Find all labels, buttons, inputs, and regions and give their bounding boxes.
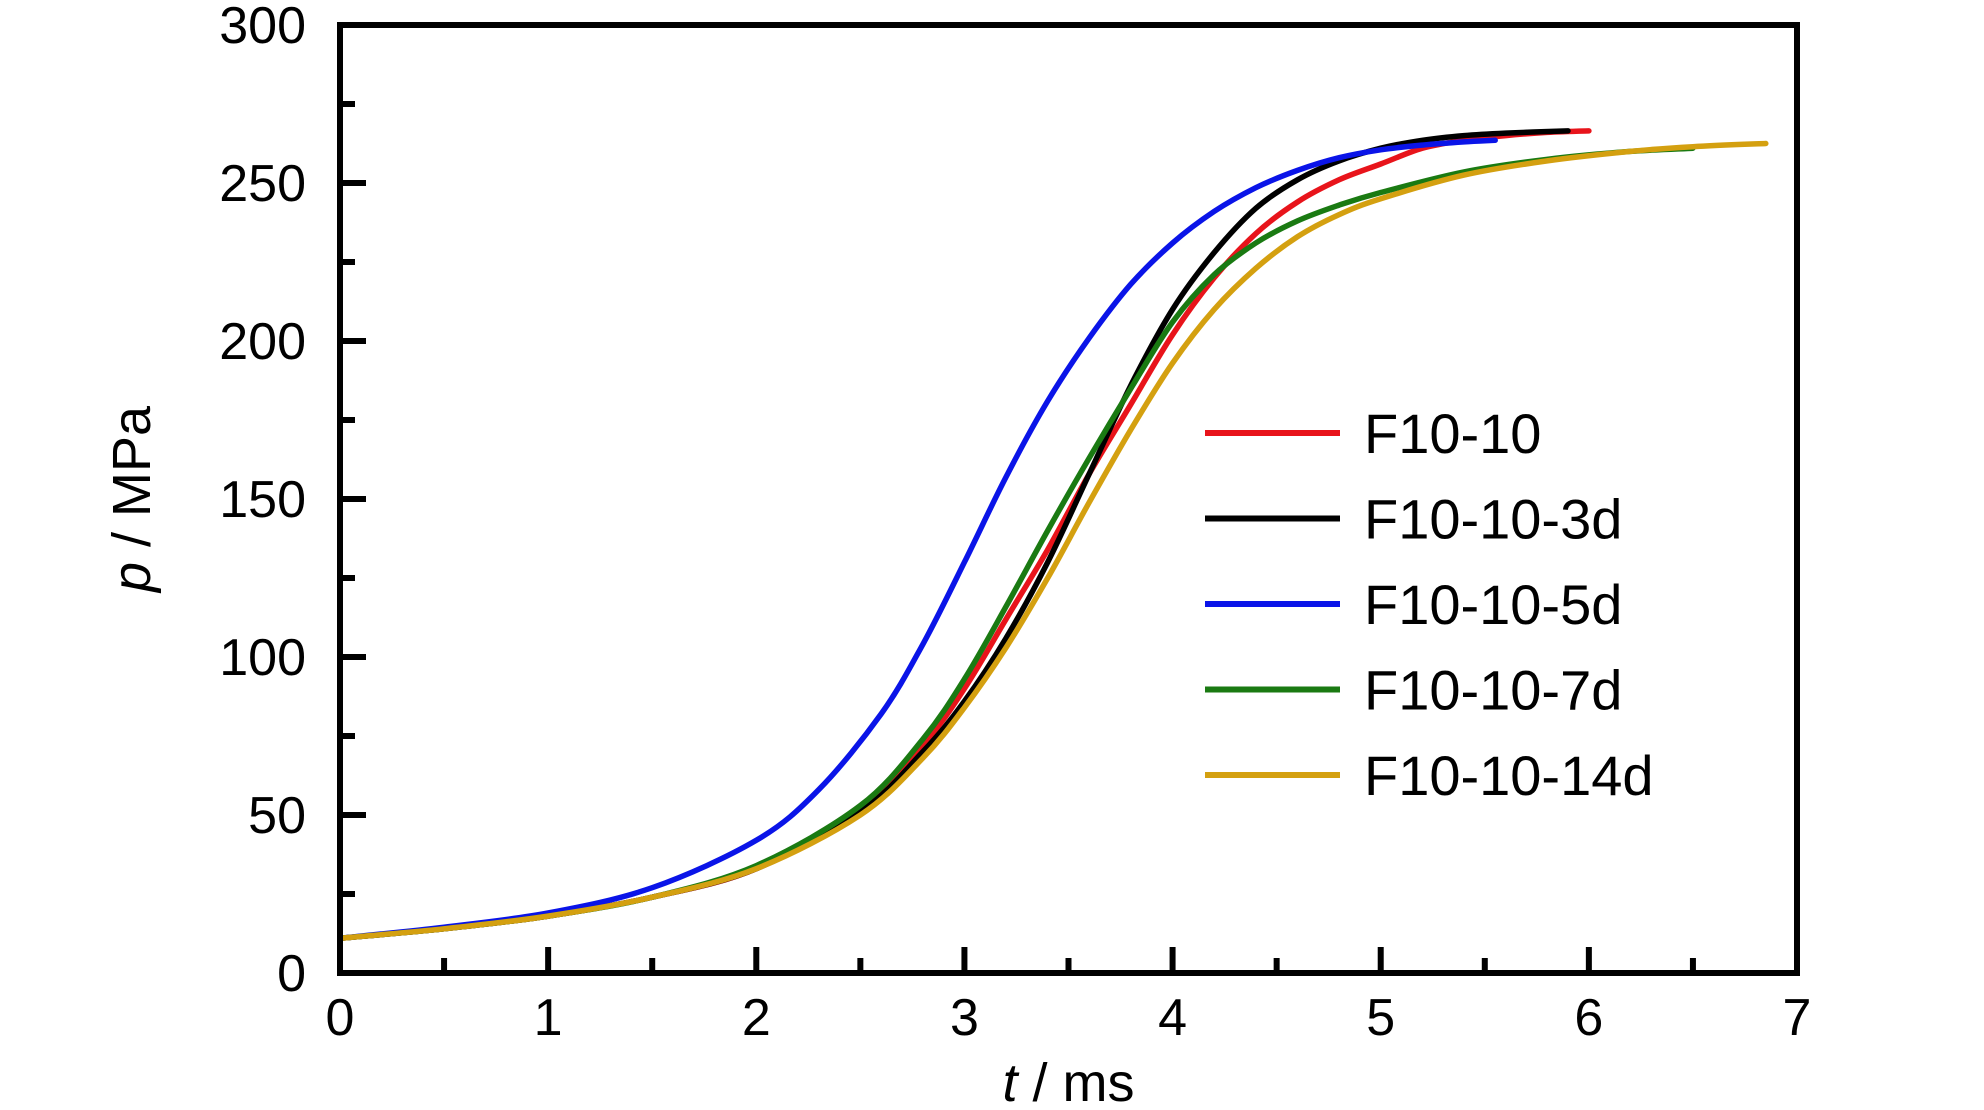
x-axis-ticks: 0 1 2 3 4 5 6 7 (326, 947, 1812, 1047)
y-axis-label: p / MPa (102, 405, 162, 594)
legend-label: F10-10-14d (1364, 744, 1654, 807)
x-tick-label: 3 (950, 989, 979, 1047)
legend-label: F10-10 (1364, 402, 1541, 465)
x-tick-label: 2 (742, 989, 771, 1047)
x-axis-variable: t (1002, 1053, 1019, 1110)
x-tick-label: 0 (326, 989, 355, 1047)
y-tick-label: 250 (219, 155, 306, 213)
series-line-3 (337, 137, 1498, 941)
y-tick-label: 50 (248, 787, 306, 845)
legend-label: F10-10-5d (1364, 573, 1622, 636)
x-axis-label: t / ms (1002, 1053, 1134, 1110)
x-tick-label: 6 (1574, 989, 1603, 1047)
legend: F10-10 F10-10-3d F10-10-5d F10-10-7d F10-10-… (1205, 402, 1654, 807)
y-axis-ticks: 0 50 100 150 200 250 300 (219, 0, 366, 1003)
y-tick-label: 100 (219, 629, 306, 687)
y-tick-label: 150 (219, 471, 306, 529)
x-axis-unit: / ms (1018, 1053, 1135, 1110)
legend-label: F10-10-3d (1364, 488, 1622, 551)
y-tick-label: 200 (219, 313, 306, 371)
x-tick-label: 7 (1783, 989, 1812, 1047)
y-tick-label: 300 (219, 0, 306, 55)
y-axis-unit: / MPa (102, 405, 162, 562)
series-line-5 (337, 140, 1769, 941)
y-axis-variable: p (102, 562, 162, 594)
x-tick-label: 5 (1366, 989, 1395, 1047)
x-tick-label: 1 (534, 989, 563, 1047)
y-tick-label: 0 (277, 945, 306, 1003)
series-layer (337, 128, 1769, 941)
x-tick-label: 4 (1158, 989, 1187, 1047)
legend-label: F10-10-7d (1364, 659, 1622, 722)
